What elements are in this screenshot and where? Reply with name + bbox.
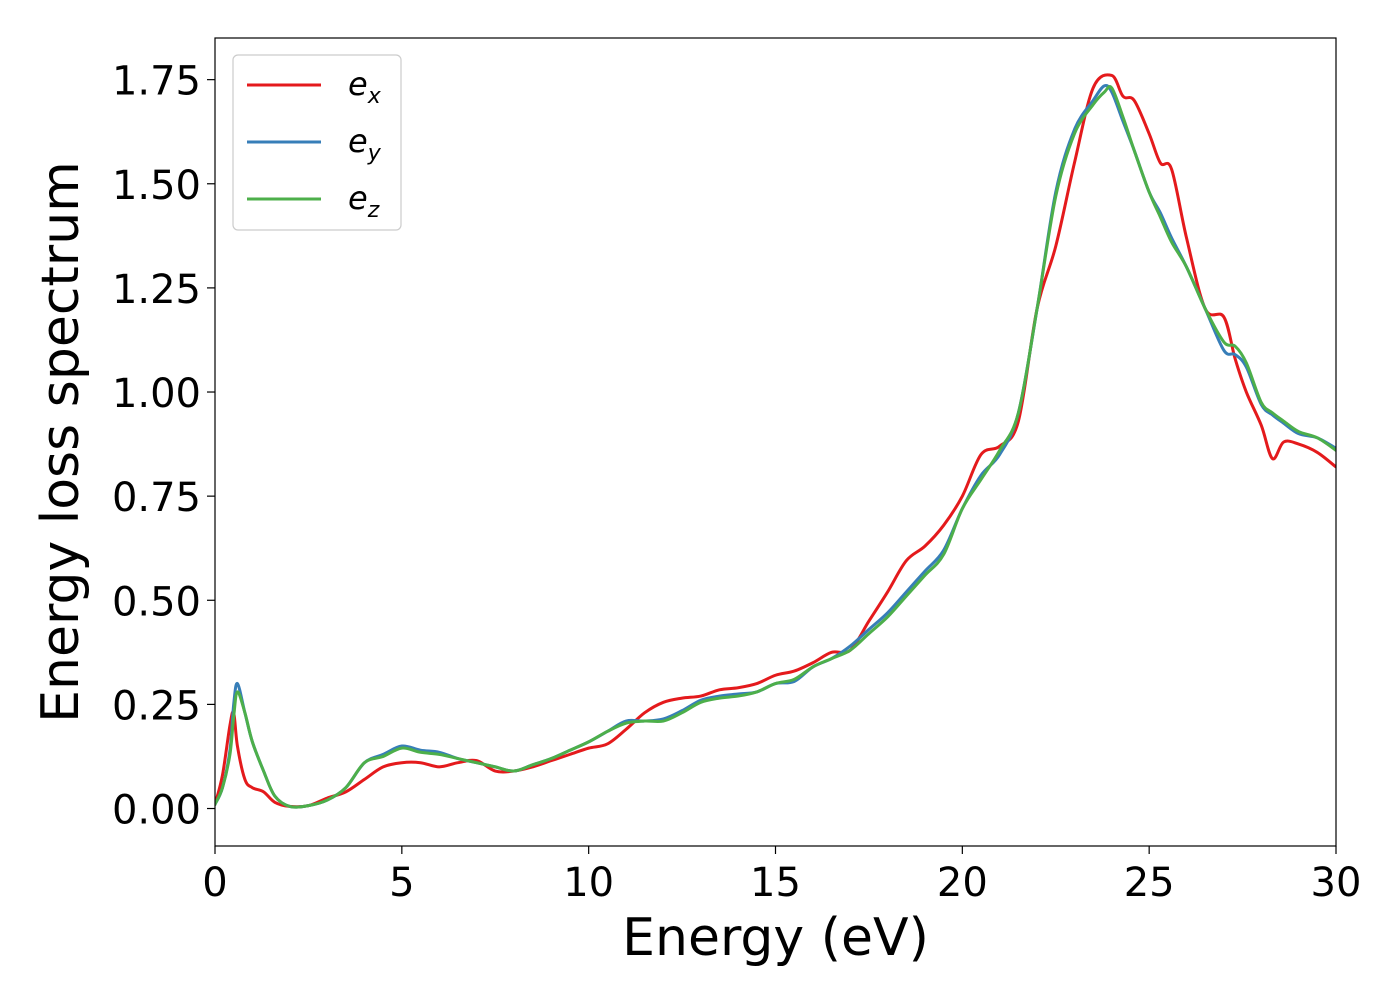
y-tick-label: 1.50 — [112, 163, 201, 209]
y-tick-label: 0.00 — [112, 788, 201, 834]
x-tick-label: 5 — [389, 860, 414, 906]
legend: ex ey ez — [232, 54, 402, 231]
y-axis: 0.00 0.25 0.50 0.75 1.00 1.25 1.50 1.75 — [112, 59, 215, 834]
legend-label-x: ex — [348, 65, 382, 109]
y-tick-label: 1.25 — [112, 267, 201, 313]
x-tick-label: 10 — [563, 860, 614, 906]
legend-label-z: ez — [348, 179, 380, 223]
y-tick-label: 0.75 — [112, 475, 201, 521]
series-line-e-z — [215, 84, 1336, 809]
y-tick-label: 0.25 — [112, 683, 201, 729]
x-tick-label: 20 — [937, 860, 988, 906]
series-layer — [215, 73, 1336, 809]
x-tick-label: 15 — [750, 860, 801, 906]
y-tick-label: 1.00 — [112, 371, 201, 417]
y-tick-label: 0.50 — [112, 579, 201, 625]
x-axis-title: Energy (eV) — [622, 908, 929, 968]
x-tick-label: 0 — [202, 860, 227, 906]
legend-label-y: ey — [348, 122, 382, 166]
x-axis: 0 5 10 15 20 25 30 — [202, 846, 1361, 906]
x-tick-label: 25 — [1124, 860, 1175, 906]
y-tick-label: 1.75 — [112, 59, 201, 105]
x-tick-label: 30 — [1311, 860, 1362, 906]
y-axis-title: Energy loss spectrum — [31, 161, 91, 723]
